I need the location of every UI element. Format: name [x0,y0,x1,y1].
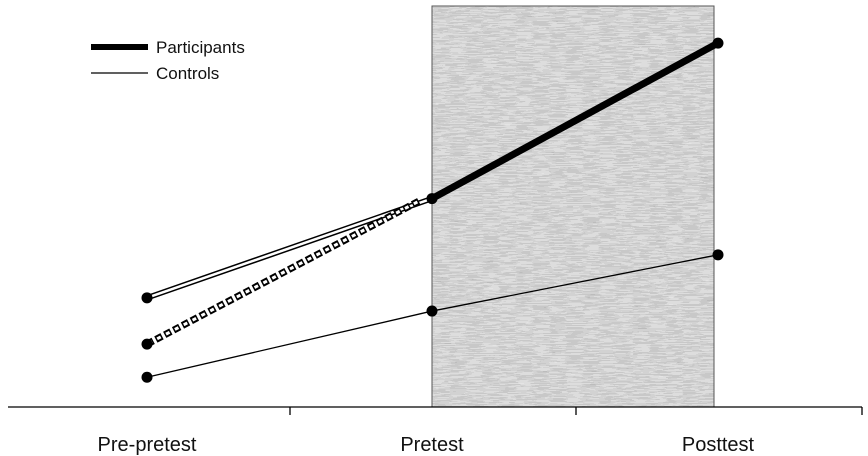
legend-label-controls: Controls [156,64,219,83]
x-axis: Pre-pretest Pretest Posttest [8,406,863,456]
double-line-start-point [141,292,153,304]
legend-label-participants: Participants [156,38,245,57]
series-lines [141,37,724,383]
x-tick-label: Posttest [682,434,755,456]
participants-point [426,193,438,205]
participants-point [712,37,724,49]
hatched-line-inner [146,199,421,346]
x-tick-label: Pre-pretest [98,434,197,456]
hatched-line-start-point [141,338,153,350]
series-participants-line [428,39,722,203]
controls-point [712,249,724,261]
controls-point [141,371,153,383]
double-line-inner [146,197,433,300]
legend: Participants Controls [91,38,245,83]
controls-point [426,305,438,317]
x-tick-label: Pretest [400,434,464,456]
